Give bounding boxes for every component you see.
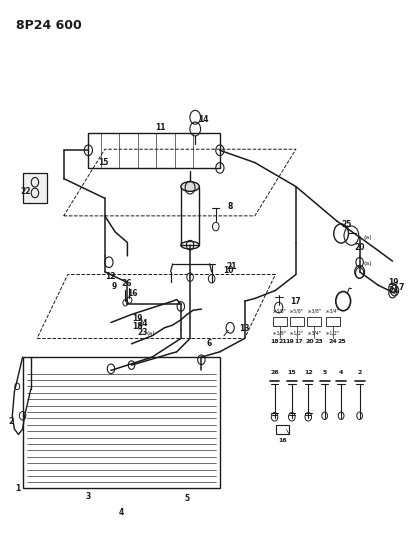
Text: 25: 25 bbox=[342, 221, 352, 229]
Text: 19: 19 bbox=[132, 314, 143, 322]
Text: 21: 21 bbox=[278, 338, 287, 344]
Text: 2: 2 bbox=[8, 417, 13, 425]
Bar bbox=[326, 317, 340, 326]
Text: 13: 13 bbox=[239, 325, 250, 333]
Bar bbox=[290, 317, 304, 326]
Text: 20: 20 bbox=[306, 338, 314, 344]
Text: 5: 5 bbox=[323, 369, 327, 375]
Text: 1: 1 bbox=[16, 484, 21, 493]
Bar bbox=[181, 187, 199, 245]
Text: 5: 5 bbox=[185, 494, 189, 503]
Text: x-1/2": x-1/2" bbox=[326, 330, 340, 335]
Text: 26: 26 bbox=[121, 279, 132, 288]
Text: (a): (a) bbox=[147, 330, 155, 336]
Text: x-3/4": x-3/4" bbox=[326, 308, 340, 313]
Text: 15: 15 bbox=[98, 158, 109, 167]
Text: 12: 12 bbox=[105, 272, 115, 280]
Bar bbox=[273, 317, 287, 326]
Text: 24: 24 bbox=[138, 319, 148, 328]
Text: 9: 9 bbox=[112, 282, 117, 290]
Text: x-3/8": x-3/8" bbox=[307, 308, 321, 313]
Text: 14: 14 bbox=[199, 116, 209, 124]
Text: 17: 17 bbox=[291, 297, 301, 305]
Text: 4: 4 bbox=[339, 369, 343, 375]
Text: 19: 19 bbox=[286, 338, 295, 344]
Text: 18: 18 bbox=[270, 338, 279, 344]
Text: 24: 24 bbox=[328, 338, 337, 344]
Text: 16: 16 bbox=[278, 438, 287, 443]
Text: 3: 3 bbox=[86, 492, 91, 501]
Text: 19: 19 bbox=[388, 278, 399, 287]
Bar bbox=[23, 357, 220, 488]
Text: 20: 20 bbox=[354, 244, 365, 252]
Text: 26: 26 bbox=[270, 369, 279, 375]
Text: 15: 15 bbox=[287, 369, 296, 375]
Text: (a): (a) bbox=[364, 235, 372, 240]
Text: x-3/8": x-3/8" bbox=[273, 330, 287, 335]
Text: 22: 22 bbox=[21, 188, 31, 196]
Bar bbox=[307, 317, 321, 326]
Text: 6: 6 bbox=[206, 340, 211, 348]
Text: x-1/2": x-1/2" bbox=[290, 330, 304, 335]
Text: 24: 24 bbox=[388, 286, 399, 295]
Text: 11: 11 bbox=[155, 124, 166, 132]
Ellipse shape bbox=[181, 182, 199, 191]
Text: 17: 17 bbox=[294, 338, 303, 344]
Text: (a): (a) bbox=[364, 261, 372, 266]
Text: 10: 10 bbox=[223, 266, 234, 275]
Text: 18: 18 bbox=[132, 322, 143, 330]
Text: 4: 4 bbox=[119, 508, 124, 517]
Bar bbox=[276, 425, 289, 434]
Text: 21: 21 bbox=[226, 262, 237, 271]
Text: 23: 23 bbox=[314, 338, 323, 344]
Text: 8: 8 bbox=[227, 203, 233, 211]
Text: 23: 23 bbox=[138, 328, 148, 337]
Bar bbox=[23, 173, 47, 203]
Text: x-5/8": x-5/8" bbox=[290, 308, 304, 313]
Text: 16: 16 bbox=[127, 289, 138, 298]
Bar bbox=[88, 133, 220, 168]
Text: 12: 12 bbox=[304, 369, 313, 375]
Text: 2: 2 bbox=[358, 369, 362, 375]
Text: 25: 25 bbox=[338, 338, 347, 344]
Text: x-3/4": x-3/4" bbox=[307, 330, 321, 335]
Text: x-3/8": x-3/8" bbox=[273, 308, 287, 313]
Text: 8P24 600: 8P24 600 bbox=[16, 19, 82, 31]
Text: 7: 7 bbox=[398, 284, 404, 292]
